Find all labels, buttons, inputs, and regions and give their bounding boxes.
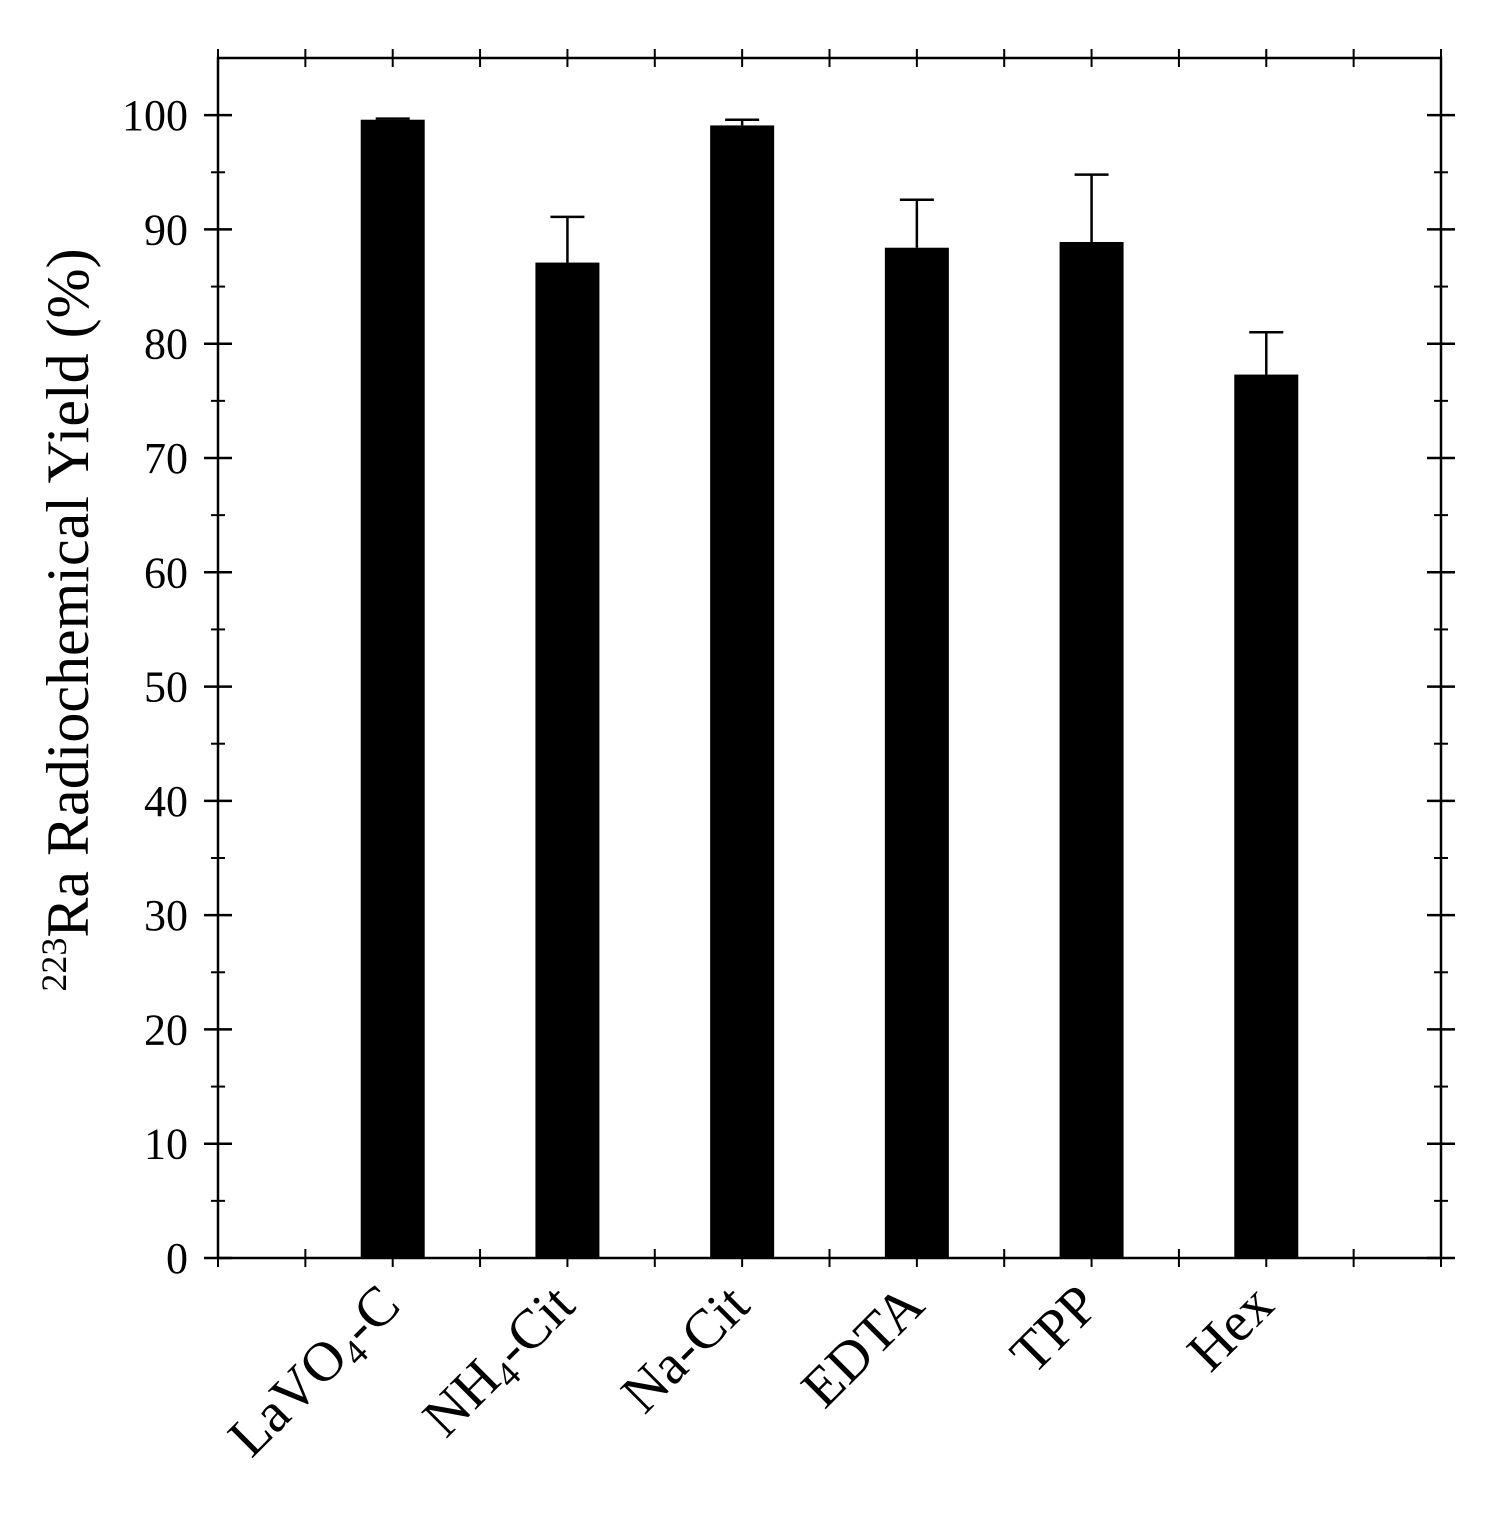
y-axis-label-superscript: 223 [34, 938, 74, 992]
category-label: Hex [1176, 1273, 1286, 1383]
category-label: TPP [999, 1273, 1111, 1385]
y-tick-label: 40 [144, 777, 188, 826]
bar-na-cit [710, 125, 775, 1258]
category-label: EDTA [790, 1273, 937, 1420]
category-label: NH4-Cit [411, 1273, 590, 1452]
y-tick-label: 10 [144, 1120, 188, 1169]
category-label: Na-Cit [610, 1273, 762, 1425]
bar-lavo4-c [360, 119, 425, 1259]
y-axis-ticks: 0 10 20 30 40 50 60 70 80 90 100 [122, 91, 1455, 1283]
y-tick-label: 50 [144, 663, 188, 712]
bar-hex [1234, 374, 1299, 1259]
y-tick-label: 30 [144, 891, 188, 940]
y-tick-label: 90 [144, 205, 188, 254]
category-label-main: Na-Cit [610, 1273, 762, 1425]
y-axis-label-text: Ra Radiochemical Yield (%) [35, 248, 101, 937]
bar-tpp [1059, 242, 1124, 1258]
bar-nh4-cit [535, 262, 600, 1259]
bars [360, 119, 1299, 1259]
bar-edta [884, 247, 949, 1258]
y-tick-label: 20 [144, 1005, 188, 1054]
y-tick-label: 60 [144, 548, 188, 597]
category-label-main: TPP [999, 1273, 1111, 1385]
y-tick-label: 0 [166, 1234, 188, 1283]
y-tick-label: 100 [122, 91, 188, 140]
category-label: LaVO4-C [217, 1273, 416, 1472]
y-tick-label: 80 [144, 320, 188, 369]
error-bars [375, 117, 1284, 375]
y-tick-label: 70 [144, 434, 188, 483]
category-label-main: Hex [1176, 1273, 1286, 1383]
y-axis-label: 223Ra Radiochemical Yield (%) [34, 248, 101, 991]
category-label-main: EDTA [790, 1273, 937, 1420]
